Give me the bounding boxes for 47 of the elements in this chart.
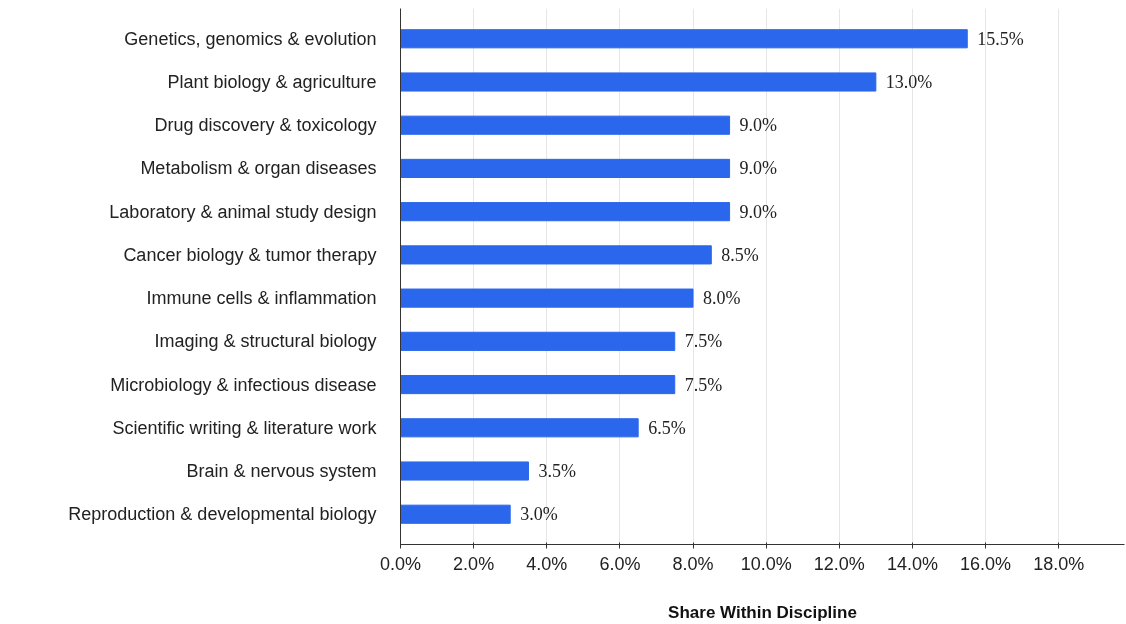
data-label: 9.0% — [739, 201, 778, 222]
data-label: 8.0% — [703, 288, 741, 309]
y-tick-label: Laboratory & animal study design — [109, 201, 377, 222]
y-tick-label: Plant biology & agriculture — [167, 71, 377, 92]
data-label: 9.0% — [739, 158, 778, 179]
bar — [400, 288, 694, 308]
y-tick-label: Microbiology & infectious disease — [110, 374, 377, 395]
y-tick-label: Brain & nervous system — [186, 461, 377, 482]
bar — [400, 418, 639, 438]
data-label: 7.5% — [684, 374, 723, 395]
data-label: 9.0% — [739, 115, 778, 136]
y-tick-label: Cancer biology & tumor therapy — [123, 244, 377, 265]
data-label: 13.0% — [885, 71, 933, 92]
data-label: 3.5% — [538, 461, 576, 482]
x-axis-title: Share Within Discipline — [668, 602, 857, 622]
y-tick-label: Scientific writing & literature work — [112, 417, 378, 438]
x-tick-label: 2.0% — [453, 553, 495, 574]
bar — [400, 374, 676, 395]
bar — [400, 461, 529, 481]
bar — [400, 504, 511, 524]
bar — [400, 29, 968, 49]
bar — [400, 72, 877, 92]
data-label: 8.5% — [721, 244, 759, 265]
bar — [400, 115, 731, 135]
data-label: 6.5% — [648, 417, 686, 438]
x-tick-label: 12.0% — [813, 553, 865, 574]
bar — [400, 158, 731, 179]
y-tick-label: Metabolism & organ diseases — [140, 158, 377, 179]
x-tick-label: 14.0% — [886, 553, 938, 574]
y-tick-label: Imaging & structural biology — [154, 331, 377, 352]
x-tick-label: 10.0% — [740, 553, 792, 574]
y-tick-label: Immune cells & inflammation — [146, 288, 377, 309]
bar — [400, 245, 712, 265]
bar — [400, 331, 676, 351]
y-tick-label: Drug discovery & toxicology — [154, 115, 377, 136]
y-tick-label: Reproduction & developmental biology — [68, 504, 377, 525]
bar — [400, 202, 731, 222]
data-label: 15.5% — [977, 28, 1024, 49]
y-tick-label: Genetics, genomics & evolution — [124, 28, 377, 49]
data-label: 7.5% — [684, 331, 723, 352]
x-tick-label: 8.0% — [672, 553, 714, 574]
x-tick-label: 0.0% — [379, 553, 422, 574]
x-tick-label: 18.0% — [1033, 553, 1085, 574]
x-tick-label: 6.0% — [599, 553, 641, 574]
data-label: 3.0% — [520, 504, 558, 525]
x-tick-label: 4.0% — [526, 553, 568, 574]
x-tick-label: 16.0% — [960, 553, 1012, 574]
